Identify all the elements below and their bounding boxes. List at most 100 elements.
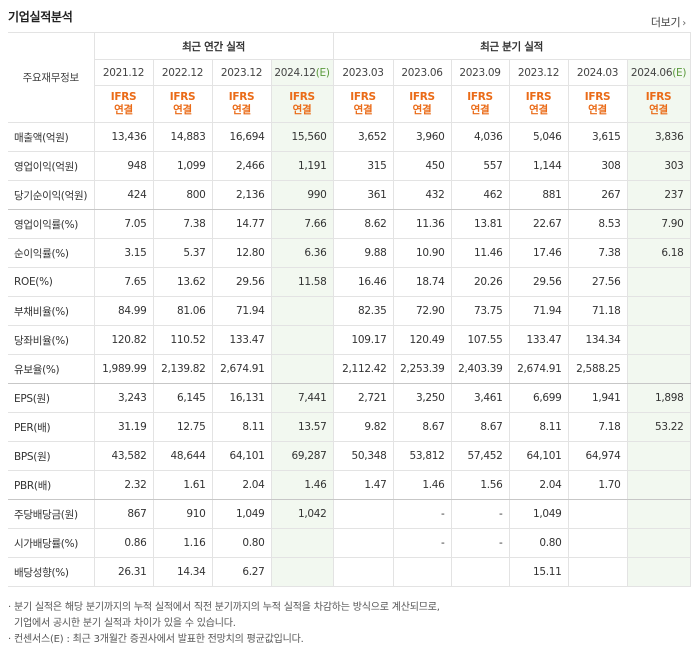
- table-cell: 1,144: [508, 151, 569, 181]
- ifrs-label: IFRS: [228, 91, 255, 103]
- table-row: 당기순이익(억원) 424 800 2,136 990 361 432 462 881 267 23…: [8, 180, 691, 210]
- financial-summary-table: 주요재무정보 최근 연간 실적 최근 분기 실적 2021.12 2022.12 2023…: [8, 32, 691, 587]
- table-cell: 2.04: [508, 470, 569, 500]
- table-cell: 3,461: [450, 383, 510, 413]
- row-label: 당좌비율(%): [8, 325, 95, 355]
- table-cell: 120.82: [93, 325, 154, 355]
- table-cell: 12.75: [152, 412, 213, 442]
- table-cell: 71.94: [508, 296, 569, 326]
- table-cell: 3,652: [332, 122, 394, 152]
- table-cell: 16,694: [211, 122, 272, 152]
- row-label: 부채비율(%): [8, 296, 95, 326]
- table-cell: 6.18: [626, 238, 691, 268]
- table-cell: 2.04: [211, 470, 272, 500]
- table-cell: 27.56: [567, 267, 628, 297]
- table-cell: 2,112.42: [332, 354, 394, 384]
- ifrs-label: IFRS: [645, 91, 672, 103]
- table-cell: 8.67: [450, 412, 510, 442]
- table-cell: 308: [567, 151, 628, 181]
- table-row: PBR(배) 2.32 1.61 2.04 1.46 1.47 1.46 1.56 2.04 1.…: [8, 470, 691, 500]
- table-cell: 3,960: [392, 122, 452, 152]
- ifrs-header: IFRS 연결: [626, 85, 691, 123]
- row-label: BPS(원): [8, 441, 95, 471]
- table-cell: 315: [332, 151, 394, 181]
- row-label: PBR(배): [8, 470, 95, 500]
- ifrs-header: IFRS 연결: [270, 85, 334, 123]
- more-link[interactable]: 더보기 ›: [651, 14, 686, 30]
- table-cell: [626, 441, 691, 471]
- table-cell: 990: [270, 180, 334, 210]
- table-cell: 1,049: [211, 499, 272, 529]
- table-row: 당좌비율(%) 120.82 110.52 133.47 109.17 120.49 107…: [8, 325, 691, 355]
- table-cell: 26.31: [93, 557, 154, 587]
- table-cell: 0.80: [508, 528, 569, 558]
- row-label: 유보율(%): [8, 354, 95, 384]
- period-header: 2023.09: [450, 59, 510, 86]
- table-cell: 14.34: [152, 557, 213, 587]
- table-cell: 7.65: [93, 267, 154, 297]
- table-row: 영업이익률(%) 7.05 7.38 14.77 7.66 8.62 11.36 13.81 2…: [8, 209, 691, 239]
- row-label: ROE(%): [8, 267, 95, 297]
- table-cell: 2,674.91: [211, 354, 272, 384]
- table-cell: 237: [626, 180, 691, 210]
- row-label: 배당성향(%): [8, 557, 95, 587]
- table-row: ROE(%) 7.65 13.62 29.56 11.58 16.46 18.74 20.26…: [8, 267, 691, 297]
- table-cell: [332, 557, 394, 587]
- period-header: 2023.03: [332, 59, 394, 86]
- table-cell: 948: [93, 151, 154, 181]
- table-cell: [270, 296, 334, 326]
- table-cell: 133.47: [508, 325, 569, 355]
- table-cell: 73.75: [450, 296, 510, 326]
- ifrs-header: IFRS 연결: [332, 85, 394, 123]
- table-cell: [332, 499, 394, 529]
- table-cell: 43,582: [93, 441, 154, 471]
- table-cell: 1,099: [152, 151, 213, 181]
- table-cell: 69,287: [270, 441, 334, 471]
- table-cell: 134.34: [567, 325, 628, 355]
- table-cell: 81.06: [152, 296, 213, 326]
- table-cell: 7.90: [626, 209, 691, 239]
- table-cell: 14.77: [211, 209, 272, 239]
- table-cell: 14,883: [152, 122, 213, 152]
- table-cell: 8.62: [332, 209, 394, 239]
- table-cell: 2,253.39: [392, 354, 452, 384]
- corner-label: 주요재무정보: [8, 32, 95, 123]
- header-ifrs-row: IFRS 연결 IFRS 연결 IFRS 연결 IFRS 연결 IFRS 연결 IFRS 연결 IFRS…: [8, 85, 691, 123]
- table-cell: 7,441: [270, 383, 334, 413]
- table-row: 영업이익(억원) 948 1,099 2,466 1,191 315 450 557 1,144…: [8, 151, 691, 181]
- table-cell: -: [392, 528, 452, 558]
- table-cell: 107.55: [450, 325, 510, 355]
- table-row: 매출액(억원) 13,436 14,883 16,694 15,560 3,652 3,96…: [8, 122, 691, 152]
- table-cell: 361: [332, 180, 394, 210]
- table-cell: 1.16: [152, 528, 213, 558]
- table-cell: 9.82: [332, 412, 394, 442]
- ifrs-label: IFRS: [525, 91, 552, 103]
- table-cell: 4,036: [450, 122, 510, 152]
- table-cell: 11.58: [270, 267, 334, 297]
- table-cell: 881: [508, 180, 569, 210]
- table-cell: 7.18: [567, 412, 628, 442]
- table-cell: [567, 528, 628, 558]
- ifrs-label: IFRS: [169, 91, 196, 103]
- period-header: 2023.12: [508, 59, 569, 86]
- table-cell: 64,101: [211, 441, 272, 471]
- table-cell: 13,436: [93, 122, 154, 152]
- row-label: 영업이익(억원): [8, 151, 95, 181]
- table-cell: 7.05: [93, 209, 154, 239]
- ifrs-header: IFRS 연결: [450, 85, 510, 123]
- ifrs-label: IFRS: [584, 91, 611, 103]
- table-cell: 72.90: [392, 296, 452, 326]
- table-row: 부채비율(%) 84.99 81.06 71.94 82.35 72.90 73.75 71.…: [8, 296, 691, 326]
- ifrs-label: IFRS: [289, 91, 315, 103]
- table-cell: [270, 325, 334, 355]
- table-cell: 10.90: [392, 238, 452, 268]
- table-cell: 29.56: [211, 267, 272, 297]
- table-cell: [392, 557, 452, 587]
- table-cell: [567, 557, 628, 587]
- table-cell: 53.22: [626, 412, 691, 442]
- period-header: 2024.06(E): [626, 59, 691, 86]
- table-cell: 2,139.82: [152, 354, 213, 384]
- period-header: 2023.06: [392, 59, 452, 86]
- table-cell: 3,615: [567, 122, 628, 152]
- table-cell: 31.19: [93, 412, 154, 442]
